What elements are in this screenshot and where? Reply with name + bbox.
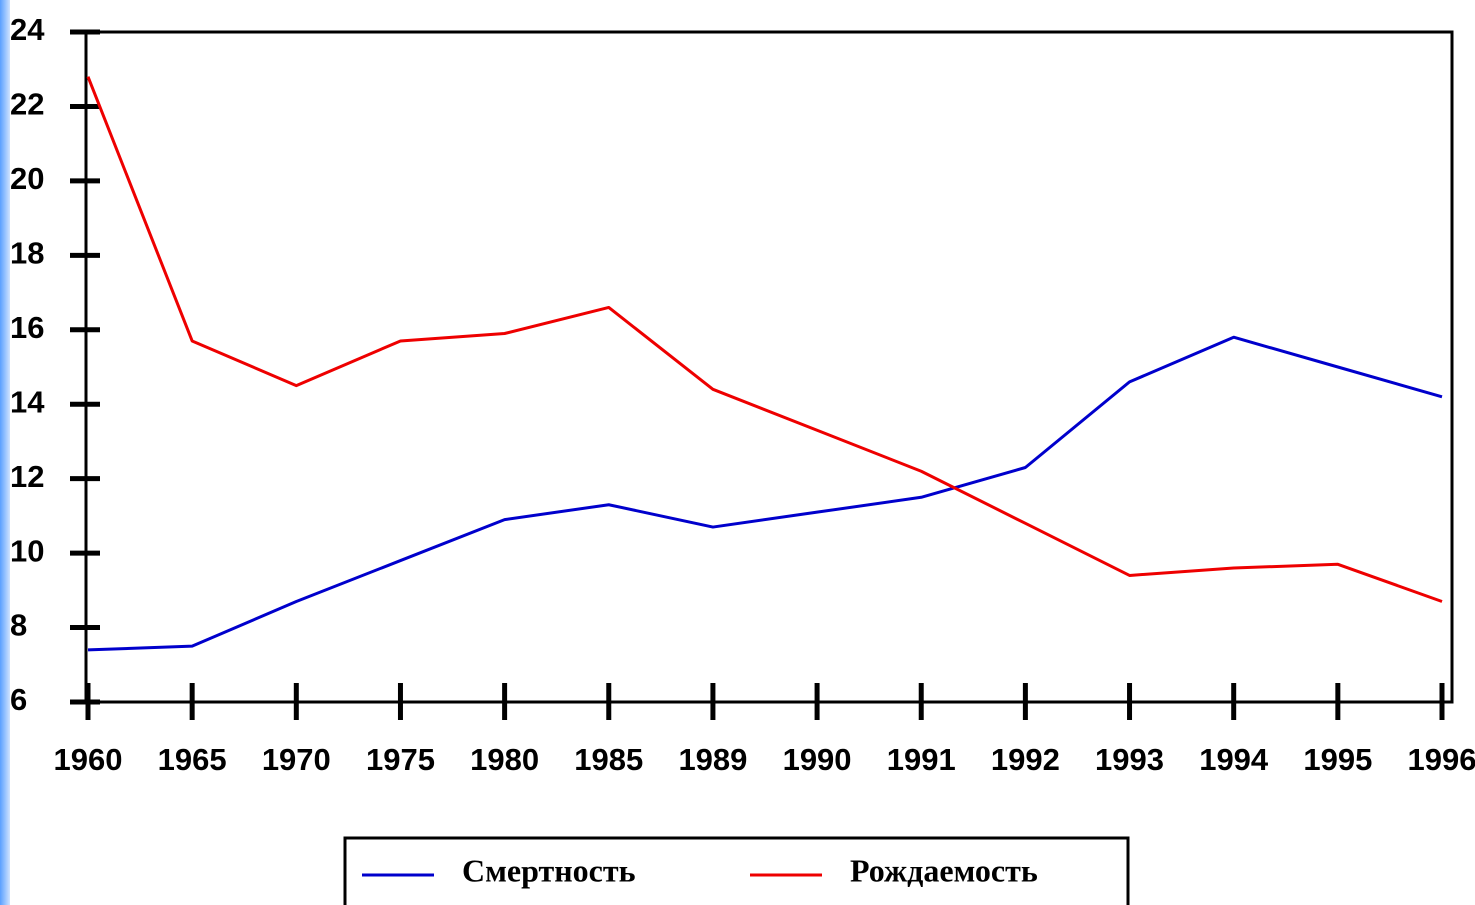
plot-frame	[84, 30, 1454, 704]
x-tick-label: 1990	[783, 742, 852, 777]
y-tick-label: 20	[10, 161, 44, 196]
x-tick-label: 1970	[262, 742, 331, 777]
x-tick-label: 1995	[1303, 742, 1372, 777]
y-tick-label: 14	[10, 384, 45, 419]
x-tick-label: 1965	[158, 742, 227, 777]
legend: Смертность Рождаемость	[343, 836, 1130, 905]
series-line	[86, 76, 1443, 603]
x-tick-label: 1975	[366, 742, 435, 777]
x-tick-label: 1991	[887, 742, 956, 777]
y-tick-label: 12	[10, 459, 44, 494]
y-tick-label: 8	[10, 608, 27, 643]
x-tick-label: 1985	[574, 742, 643, 777]
x-tick-label: 1996	[1408, 742, 1475, 777]
x-tick-label: 1989	[678, 742, 747, 777]
y-tick-label: 16	[10, 310, 44, 345]
y-tick-label: 10	[10, 533, 44, 568]
legend-box	[343, 836, 1130, 905]
x-tick-label: 1992	[991, 742, 1060, 777]
x-tick-label: 1980	[470, 742, 539, 777]
y-tick-label: 18	[10, 236, 44, 271]
legend-label: Смертность	[462, 852, 636, 888]
y-tick-label: 24	[10, 12, 45, 47]
y-tick-label: 22	[10, 87, 44, 122]
x-tick-label: 1960	[54, 742, 123, 777]
series-line	[87, 335, 1443, 652]
legend-label: Рождаемость	[850, 852, 1038, 888]
y-tick-label: 6	[10, 682, 27, 717]
side-strip	[0, 0, 10, 905]
x-tick-label: 1994	[1199, 742, 1269, 777]
x-tick-label: 1993	[1095, 742, 1164, 777]
